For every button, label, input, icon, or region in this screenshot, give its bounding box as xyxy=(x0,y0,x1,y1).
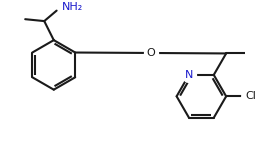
Text: Cl: Cl xyxy=(246,91,256,101)
Text: O: O xyxy=(146,48,155,58)
Text: N: N xyxy=(185,70,193,80)
Text: NH₂: NH₂ xyxy=(62,2,84,12)
